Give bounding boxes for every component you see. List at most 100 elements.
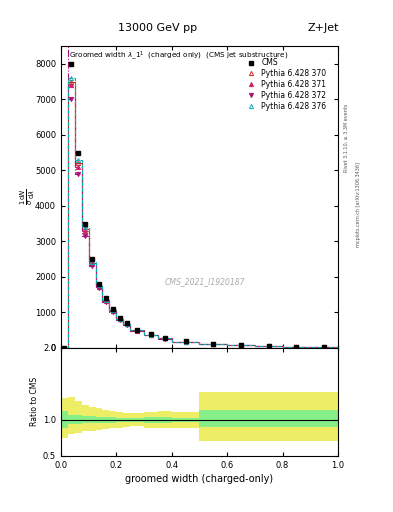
Line: Pythia 6.428 370: Pythia 6.428 370 bbox=[62, 79, 326, 350]
Pythia 6.428 371 bbox=[90, 260, 94, 266]
Pythia 6.428 376 bbox=[83, 224, 88, 230]
Pythia 6.428 371 bbox=[183, 339, 188, 345]
Pythia 6.428 376 bbox=[266, 343, 271, 349]
Line: Pythia 6.428 376: Pythia 6.428 376 bbox=[62, 76, 326, 350]
Pythia 6.428 370 bbox=[124, 321, 129, 327]
Pythia 6.428 370 bbox=[104, 297, 108, 303]
Pythia 6.428 372 bbox=[110, 309, 115, 315]
Pythia 6.428 376 bbox=[97, 282, 101, 288]
Pythia 6.428 372 bbox=[69, 96, 73, 102]
Pythia 6.428 370 bbox=[62, 345, 67, 351]
Pythia 6.428 372 bbox=[104, 298, 108, 305]
Pythia 6.428 370 bbox=[135, 327, 140, 333]
Pythia 6.428 370 bbox=[322, 345, 327, 351]
Pythia 6.428 372 bbox=[135, 328, 140, 334]
Pythia 6.428 371 bbox=[211, 341, 216, 347]
CMS bbox=[118, 315, 122, 321]
Pythia 6.428 371 bbox=[149, 332, 153, 338]
Pythia 6.428 370 bbox=[76, 160, 81, 166]
Pythia 6.428 370 bbox=[69, 78, 73, 84]
CMS bbox=[69, 61, 73, 67]
Pythia 6.428 372 bbox=[118, 316, 122, 323]
Pythia 6.428 370 bbox=[118, 316, 122, 322]
CMS bbox=[83, 221, 88, 227]
Text: CMS_2021_I1920187: CMS_2021_I1920187 bbox=[165, 277, 245, 286]
Pythia 6.428 372 bbox=[83, 233, 88, 239]
Pythia 6.428 370 bbox=[149, 332, 153, 338]
Pythia 6.428 371 bbox=[239, 342, 243, 348]
Pythia 6.428 376 bbox=[294, 344, 299, 350]
Pythia 6.428 376 bbox=[69, 75, 73, 81]
Pythia 6.428 376 bbox=[239, 342, 243, 348]
CMS bbox=[104, 295, 108, 301]
Pythia 6.428 371 bbox=[124, 321, 129, 327]
Legend: CMS, Pythia 6.428 370, Pythia 6.428 371, Pythia 6.428 372, Pythia 6.428 376: CMS, Pythia 6.428 370, Pythia 6.428 371,… bbox=[241, 56, 329, 113]
CMS bbox=[110, 306, 115, 312]
CMS bbox=[183, 338, 188, 345]
Pythia 6.428 370 bbox=[239, 342, 243, 348]
Pythia 6.428 370 bbox=[266, 343, 271, 349]
Pythia 6.428 371 bbox=[62, 345, 67, 351]
Pythia 6.428 372 bbox=[76, 171, 81, 177]
Pythia 6.428 371 bbox=[162, 335, 167, 342]
Pythia 6.428 372 bbox=[211, 341, 216, 347]
Pythia 6.428 371 bbox=[97, 284, 101, 290]
Pythia 6.428 371 bbox=[118, 316, 122, 322]
CMS bbox=[294, 344, 299, 350]
CMS bbox=[90, 256, 94, 262]
Pythia 6.428 372 bbox=[162, 335, 167, 342]
Pythia 6.428 371 bbox=[110, 308, 115, 314]
Pythia 6.428 376 bbox=[104, 296, 108, 303]
Text: $\frac{1}{\sigma}\frac{\mathrm{d}N}{\mathrm{d}\lambda}$: $\frac{1}{\sigma}\frac{\mathrm{d}N}{\mat… bbox=[18, 188, 37, 205]
Pythia 6.428 372 bbox=[239, 342, 243, 348]
CMS bbox=[149, 331, 153, 337]
Pythia 6.428 371 bbox=[322, 345, 327, 351]
Y-axis label: Ratio to CMS: Ratio to CMS bbox=[30, 377, 39, 426]
Text: Z+Jet: Z+Jet bbox=[307, 23, 339, 33]
CMS bbox=[62, 345, 67, 351]
Pythia 6.428 370 bbox=[294, 344, 299, 350]
Line: Pythia 6.428 371: Pythia 6.428 371 bbox=[62, 83, 326, 350]
CMS bbox=[322, 344, 327, 350]
Pythia 6.428 370 bbox=[97, 283, 101, 289]
Pythia 6.428 372 bbox=[266, 343, 271, 349]
CMS bbox=[162, 335, 167, 341]
CMS bbox=[266, 343, 271, 349]
Pythia 6.428 371 bbox=[76, 164, 81, 170]
Text: mcplots.cern.ch [arXiv:1306.3436]: mcplots.cern.ch [arXiv:1306.3436] bbox=[356, 162, 361, 247]
Text: 13000 GeV pp: 13000 GeV pp bbox=[118, 23, 197, 33]
CMS bbox=[135, 327, 140, 333]
Pythia 6.428 371 bbox=[135, 328, 140, 334]
Pythia 6.428 376 bbox=[76, 157, 81, 163]
CMS bbox=[124, 320, 129, 326]
Line: Pythia 6.428 372: Pythia 6.428 372 bbox=[62, 19, 326, 350]
Pythia 6.428 372 bbox=[90, 263, 94, 269]
Pythia 6.428 376 bbox=[211, 340, 216, 347]
Pythia 6.428 371 bbox=[266, 343, 271, 349]
Pythia 6.428 376 bbox=[62, 345, 67, 351]
Pythia 6.428 371 bbox=[83, 228, 88, 234]
Pythia 6.428 376 bbox=[322, 345, 327, 351]
Pythia 6.428 376 bbox=[135, 327, 140, 333]
Pythia 6.428 370 bbox=[162, 335, 167, 342]
Pythia 6.428 371 bbox=[104, 297, 108, 304]
CMS bbox=[76, 150, 81, 156]
Pythia 6.428 370 bbox=[90, 260, 94, 266]
Pythia 6.428 372 bbox=[294, 344, 299, 350]
Pythia 6.428 372 bbox=[322, 345, 327, 351]
Pythia 6.428 376 bbox=[149, 332, 153, 338]
Pythia 6.428 372 bbox=[183, 339, 188, 345]
Pythia 6.428 376 bbox=[118, 315, 122, 322]
Pythia 6.428 370 bbox=[83, 226, 88, 232]
Pythia 6.428 376 bbox=[110, 307, 115, 313]
Pythia 6.428 370 bbox=[211, 340, 216, 347]
Pythia 6.428 371 bbox=[294, 344, 299, 350]
Pythia 6.428 376 bbox=[183, 338, 188, 345]
Pythia 6.428 372 bbox=[97, 285, 101, 291]
Pythia 6.428 376 bbox=[124, 321, 129, 327]
Pythia 6.428 376 bbox=[90, 259, 94, 265]
Pythia 6.428 372 bbox=[62, 18, 67, 24]
CMS bbox=[97, 281, 101, 287]
Pythia 6.428 371 bbox=[69, 82, 73, 88]
Text: Groomed width $\lambda\_1^1$  (charged only)  (CMS jet substructure): Groomed width $\lambda\_1^1$ (charged on… bbox=[69, 49, 288, 62]
